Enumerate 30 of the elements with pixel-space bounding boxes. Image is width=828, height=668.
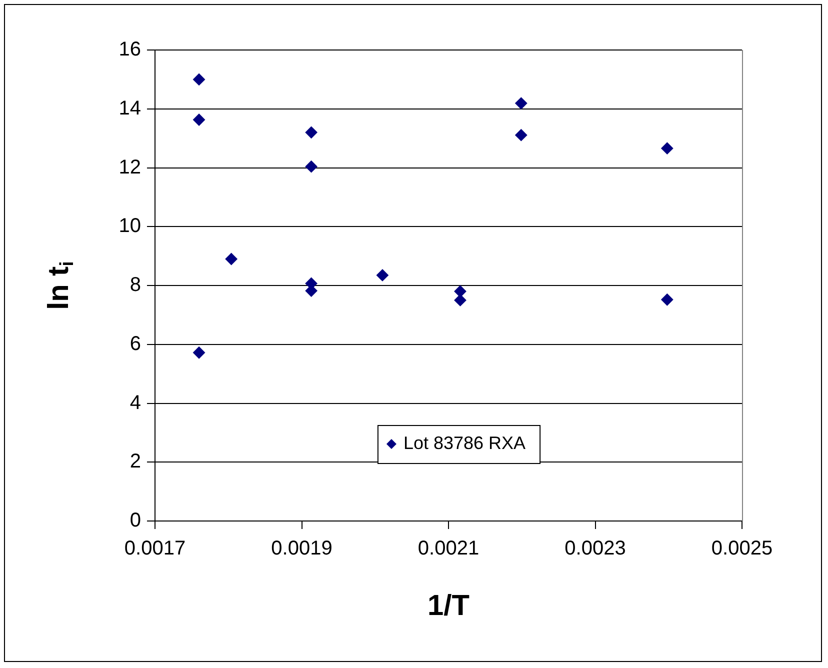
y-tick-label: 8	[130, 274, 141, 296]
y-tick-label: 10	[118, 215, 141, 238]
y-tick-label: 6	[130, 332, 141, 355]
x-tick-label: 0.0019	[271, 538, 332, 560]
point	[515, 129, 528, 142]
y-tick-label: 4	[130, 392, 141, 414]
y-tick-label: 0	[130, 510, 141, 532]
point	[376, 269, 388, 282]
point	[193, 73, 206, 86]
x-tick-label: 0.0021	[418, 538, 480, 560]
x-tick-label: 0.0023	[564, 538, 626, 560]
y-tick-label: 16	[118, 38, 141, 61]
point	[193, 346, 206, 359]
y-tick-label: 12	[118, 156, 141, 178]
point	[661, 142, 674, 154]
x-axis-title: 1/T	[428, 590, 470, 622]
x-tick-label: 0.0025	[711, 538, 773, 560]
point	[661, 294, 674, 306]
point	[515, 97, 528, 110]
legend-label: Lot 83786 RXA	[403, 432, 526, 453]
point	[305, 126, 318, 138]
x-tick-label: 0.0017	[124, 538, 186, 560]
point	[454, 285, 466, 298]
y-tick-label: 2	[130, 450, 141, 473]
y-tick-label: 14	[118, 97, 141, 120]
point	[305, 160, 318, 173]
y-axis-title: ln ti	[43, 261, 78, 310]
point	[225, 253, 238, 266]
point	[454, 294, 466, 306]
point	[193, 114, 206, 126]
